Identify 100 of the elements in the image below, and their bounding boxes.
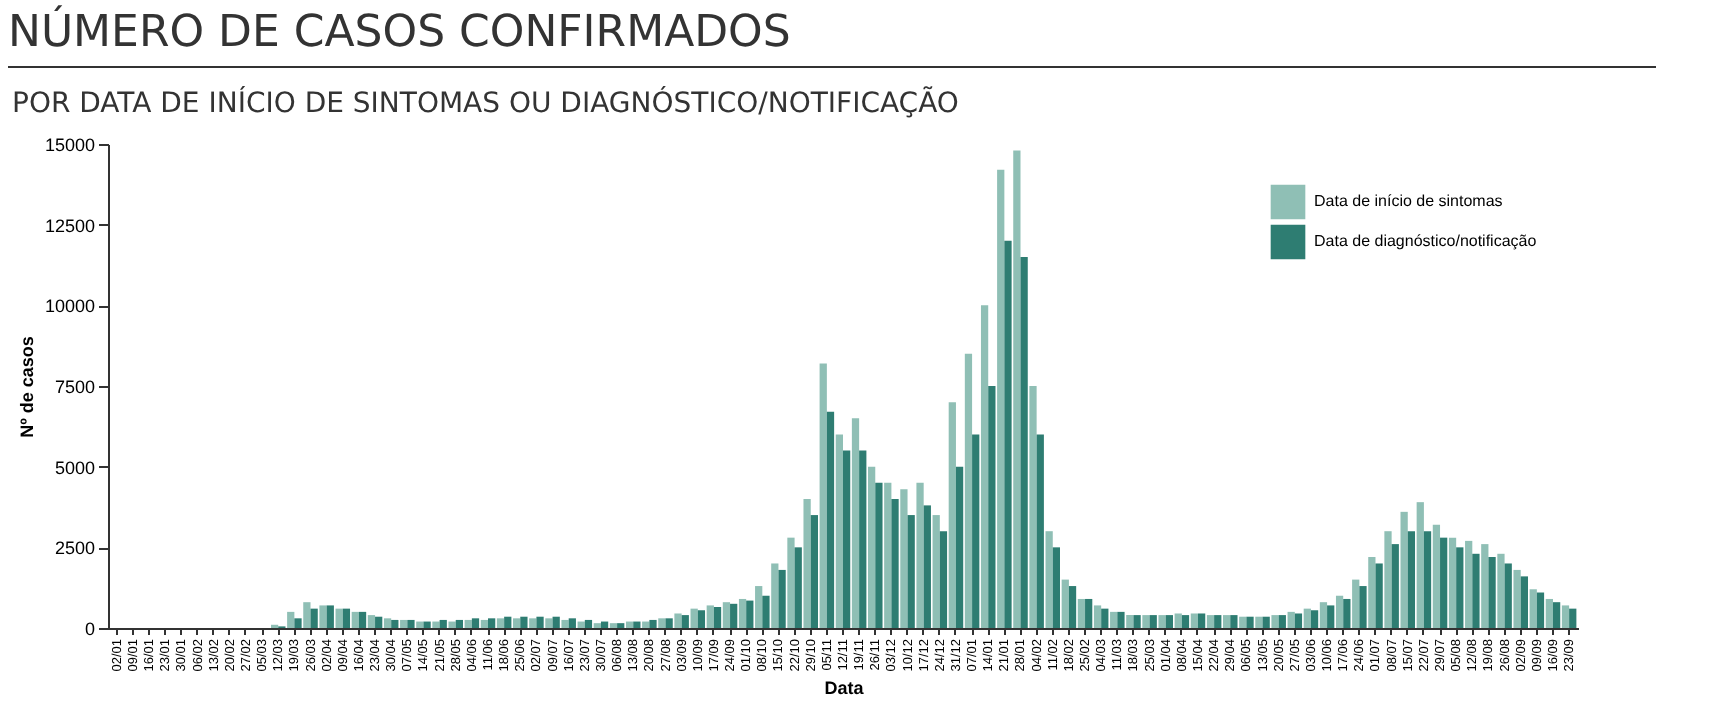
bar — [1093, 605, 1102, 628]
bar — [1149, 615, 1157, 628]
bar — [1239, 616, 1247, 628]
bar — [1013, 150, 1021, 628]
bar — [803, 498, 811, 628]
bar — [439, 619, 447, 628]
bar — [342, 608, 351, 628]
bar — [697, 610, 706, 628]
y-tick-label: 0 — [84, 619, 95, 639]
bar — [1352, 579, 1360, 628]
x-axis-title: Data — [824, 677, 866, 698]
bar — [851, 418, 860, 628]
bar — [706, 605, 714, 628]
bar — [722, 602, 731, 628]
bar — [552, 616, 560, 628]
chart-subtitle: POR DATA DE INÍCIO DE SINTOMAS OU DIAGNÓSTICO/NOTIFICAÇÃO — [12, 88, 961, 120]
bar — [1117, 611, 1125, 628]
bar — [939, 531, 948, 628]
bar — [843, 450, 851, 628]
bar — [1569, 608, 1577, 628]
bar — [1158, 615, 1166, 628]
bar — [1440, 537, 1448, 628]
bar — [400, 619, 408, 628]
bar — [1432, 524, 1441, 628]
bar — [1303, 608, 1311, 628]
bar — [1400, 511, 1408, 628]
bar — [1391, 544, 1399, 628]
bar — [868, 466, 876, 628]
bar — [794, 547, 802, 628]
bar — [826, 411, 835, 628]
legend-label: Data de início de sintomas — [1314, 192, 1503, 210]
bar — [1343, 598, 1351, 628]
bar — [407, 619, 415, 628]
bar — [1110, 611, 1118, 628]
bar — [810, 515, 818, 628]
bar — [496, 618, 505, 628]
bar — [1552, 602, 1561, 628]
bar — [762, 595, 770, 628]
bar — [1481, 544, 1489, 628]
bar — [1230, 615, 1238, 628]
bar — [755, 586, 763, 628]
bar — [1294, 613, 1303, 628]
bar — [1174, 613, 1182, 628]
bar — [1142, 615, 1150, 628]
bar — [1197, 613, 1206, 628]
bar — [988, 386, 996, 628]
bar — [955, 466, 964, 628]
bar — [488, 618, 496, 628]
bar — [884, 482, 892, 628]
bar — [907, 515, 915, 628]
chart-title: NÚMERO DE CASOS CONFIRMADOS — [8, 8, 1656, 68]
bar — [859, 450, 867, 628]
bar — [674, 613, 682, 628]
bar — [1448, 537, 1457, 628]
bar — [448, 621, 456, 628]
bar — [1262, 616, 1270, 628]
bar — [294, 618, 302, 628]
bar — [964, 353, 973, 628]
bar — [738, 598, 747, 628]
bar — [1359, 586, 1367, 628]
bar — [1255, 616, 1263, 628]
bar — [681, 615, 689, 628]
bar — [649, 619, 657, 628]
bar — [1529, 589, 1537, 628]
bar — [432, 621, 440, 628]
bar — [778, 569, 786, 628]
bar — [1052, 547, 1061, 628]
bar — [1045, 531, 1053, 628]
bar — [480, 619, 489, 628]
bar — [690, 608, 698, 628]
bar — [1181, 615, 1190, 628]
bar — [1287, 611, 1295, 628]
bar — [1310, 610, 1319, 628]
bar — [900, 489, 908, 628]
bar — [351, 611, 359, 628]
bar — [383, 618, 392, 628]
bar — [1246, 616, 1254, 628]
bar — [1384, 531, 1392, 628]
bar — [464, 619, 472, 628]
bar — [891, 498, 899, 628]
bar — [1327, 605, 1335, 628]
bar — [367, 615, 376, 628]
bar — [923, 505, 931, 628]
bar — [1278, 615, 1286, 628]
bar — [819, 363, 827, 628]
bar — [997, 169, 1005, 628]
y-tick-label: 10000 — [44, 296, 95, 317]
bar — [1416, 502, 1424, 628]
bar — [536, 616, 544, 628]
bar — [520, 616, 528, 628]
bar — [561, 619, 569, 628]
bar — [1004, 240, 1012, 628]
bar — [1488, 557, 1496, 628]
bar — [787, 537, 795, 628]
bar — [1561, 605, 1570, 628]
y-tick-label: 7500 — [54, 377, 95, 397]
bar — [1423, 531, 1432, 628]
bar — [423, 621, 431, 628]
bar — [835, 434, 843, 628]
bar — [471, 618, 480, 628]
